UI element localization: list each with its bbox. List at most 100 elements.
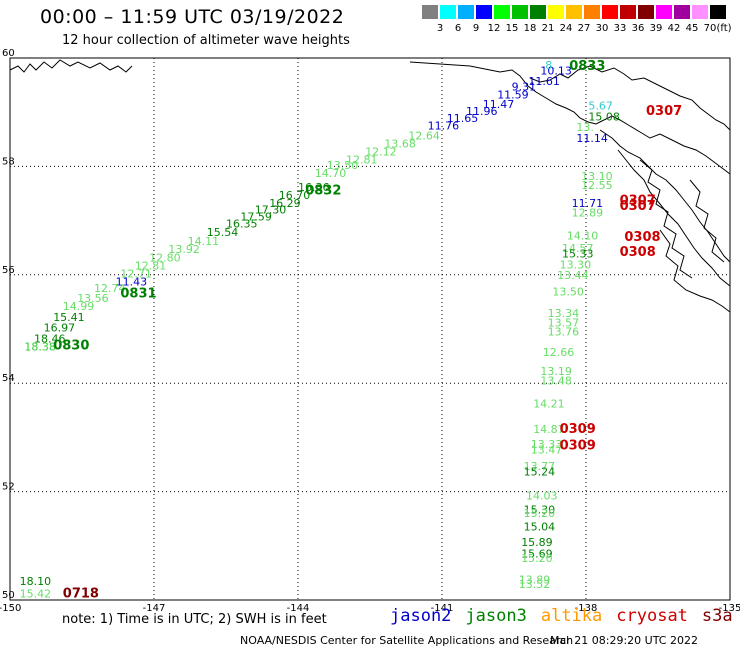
latitude-tick-label: 58 bbox=[2, 156, 15, 167]
wave-height-value: 12.80 bbox=[149, 251, 181, 264]
color-swatch bbox=[638, 5, 654, 19]
pass-time-label: 0307 bbox=[646, 104, 682, 119]
wave-height-value: 15.69 bbox=[521, 548, 553, 561]
color-scale-label: 6 bbox=[454, 23, 462, 34]
wave-height-value: 12.89 bbox=[572, 206, 604, 219]
pass-time-label: 0309 bbox=[560, 422, 596, 437]
color-swatch bbox=[692, 5, 708, 19]
color-scale-label: 33 bbox=[613, 23, 627, 34]
wave-height-value: 10.13 bbox=[540, 64, 572, 77]
wave-height-value: 14.21 bbox=[533, 398, 565, 411]
pass-time-label: 0832 bbox=[305, 184, 341, 199]
wave-height-value: 11.43 bbox=[116, 276, 148, 289]
satellite-legend-item: altika bbox=[540, 606, 603, 626]
page-title: 00:00 – 11:59 UTC 03/19/2022 bbox=[40, 6, 345, 28]
color-swatch bbox=[440, 5, 456, 19]
wave-height-value: 16.70 bbox=[279, 189, 311, 202]
color-scale-label: 18 bbox=[523, 23, 537, 34]
wave-height-value: 15.41 bbox=[53, 311, 84, 324]
wave-height-value: 13.19 bbox=[540, 365, 572, 378]
wave-height-value: 16.36 bbox=[298, 181, 330, 194]
wave-height-value: 13.34 bbox=[548, 307, 580, 320]
wave-height-value: 13. bbox=[576, 121, 594, 134]
wave-height-value: 11.59 bbox=[497, 89, 529, 102]
wave-height-value: 13.30 bbox=[560, 258, 592, 271]
alaska-coast bbox=[9, 59, 731, 175]
color-scale-label: 9 bbox=[472, 23, 480, 34]
color-swatch bbox=[512, 5, 528, 19]
wave-height-value: 15.30 bbox=[524, 503, 556, 516]
wave-height-value: 13.76 bbox=[548, 326, 580, 339]
page-subtitle: 12 hour collection of altimeter wave hei… bbox=[62, 33, 350, 48]
wave-height-value: 11.76 bbox=[428, 120, 460, 133]
color-swatch bbox=[674, 5, 690, 19]
wave-height-value: 13.50 bbox=[552, 285, 584, 298]
map-grid bbox=[9, 57, 731, 601]
wave-height-value: 14.10 bbox=[567, 230, 599, 243]
units-note: note: 1) Time is in UTC; 2) SWH is in fe… bbox=[62, 612, 327, 627]
longitude-tick-label: -150 bbox=[0, 603, 21, 614]
color-swatch bbox=[494, 5, 510, 19]
color-swatch bbox=[422, 5, 438, 19]
color-scale-label: 27 bbox=[577, 23, 591, 34]
wave-height-value: 13.44 bbox=[557, 269, 589, 282]
longitude-tick-label: -147 bbox=[143, 603, 166, 614]
wave-height-value: 13.33 bbox=[531, 438, 563, 451]
wave-height-value: 15.24 bbox=[524, 465, 556, 478]
wave-height-value: 15.42 bbox=[20, 587, 51, 600]
pass-time-label: 0307 bbox=[620, 193, 656, 208]
wave-height-value: 11.96 bbox=[466, 105, 498, 118]
latitude-tick-label: 60 bbox=[2, 48, 15, 59]
wave-height-value: 15.33 bbox=[562, 247, 594, 260]
wave-height-value: 13.57 bbox=[548, 316, 580, 329]
wave-height-value: 12.74 bbox=[94, 282, 126, 295]
wave-height-value: 15.20 bbox=[524, 507, 556, 520]
satellite-legend: jason2 jason3 altika cryosat s3a bbox=[390, 606, 740, 626]
latitude-tick-label: 54 bbox=[2, 373, 15, 384]
wave-height-value: 13.68 bbox=[384, 137, 416, 150]
color-swatch bbox=[656, 5, 672, 19]
wave-height-value: 13.56 bbox=[77, 292, 109, 305]
wave-height-value: 12.12 bbox=[365, 146, 397, 159]
wave-height-value: 12.55 bbox=[581, 179, 613, 192]
latitude-tick-label: 52 bbox=[2, 482, 15, 493]
axis-labels: -150 -147 -144 -141 -138 -135 50 52 54 56 58 60 bbox=[0, 48, 740, 614]
wave-height-value: 16.29 bbox=[269, 197, 301, 210]
pass-time-label: 0309 bbox=[560, 438, 596, 453]
wave-height-values: 18.3818.4616.9715.4114.9913.5612.7411.43… bbox=[20, 59, 620, 600]
color-swatch bbox=[710, 5, 726, 19]
wave-height-value: 12.66 bbox=[543, 346, 575, 359]
wave-height-value: 14.57 bbox=[562, 242, 594, 255]
wave-height-value: 13.48 bbox=[540, 374, 572, 387]
satellite-legend-item: jason2 bbox=[390, 606, 452, 626]
wave-height-value: 12.64 bbox=[408, 129, 440, 142]
wave-height-value: 18.10 bbox=[20, 575, 51, 588]
color-scale-label: 39 bbox=[649, 23, 663, 34]
wave-height-value: 15.04 bbox=[524, 521, 556, 534]
wave-height-value: 14.03 bbox=[526, 490, 558, 503]
southeast-alaska-coast bbox=[529, 65, 731, 287]
wave-height-value: 11.71 bbox=[572, 197, 604, 210]
pass-time-labels: 0830083108320833030703070307030803080309… bbox=[53, 59, 682, 601]
wave-height-value: 13.89 bbox=[519, 574, 551, 587]
color-scale-label: 21 bbox=[541, 23, 555, 34]
pass-time-label: 0833 bbox=[569, 59, 605, 74]
color-swatch bbox=[476, 5, 492, 19]
wave-height-value: 14.87 bbox=[533, 423, 565, 436]
wave-height-value: 12.81 bbox=[135, 259, 167, 272]
wave-height-value: 16.35 bbox=[226, 218, 258, 231]
color-scale-label: 15 bbox=[505, 23, 519, 34]
wave-height-value: 13.47 bbox=[531, 444, 563, 457]
color-scale-label: 70 bbox=[703, 23, 717, 34]
color-scale-label: 36 bbox=[631, 23, 645, 34]
color-swatch bbox=[584, 5, 600, 19]
wave-height-value: 12.81 bbox=[346, 154, 378, 167]
wave-height-value: 8. bbox=[545, 59, 556, 72]
wave-height-value: 9.31 bbox=[512, 81, 536, 94]
coastline bbox=[9, 59, 731, 313]
pass-time-label: 0308 bbox=[620, 245, 656, 260]
longitude-tick-label: -141 bbox=[431, 603, 454, 614]
color-swatch bbox=[548, 5, 564, 19]
wave-height-value: 5.67 bbox=[588, 99, 613, 112]
